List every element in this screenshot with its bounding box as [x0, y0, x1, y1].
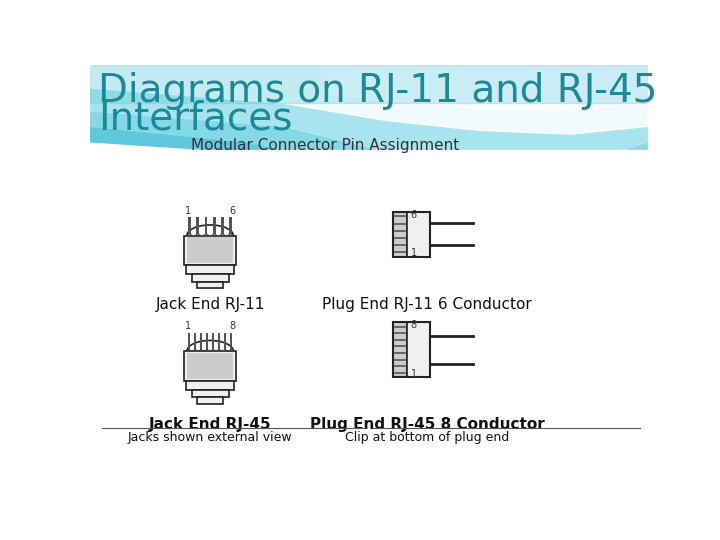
Bar: [197, 282, 223, 288]
Bar: [212, 333, 214, 350]
Text: 6: 6: [411, 210, 417, 220]
Text: 8: 8: [411, 320, 417, 330]
Bar: [204, 217, 207, 234]
Bar: [184, 351, 236, 381]
Text: Modular Connector Pin Assignment: Modular Connector Pin Assignment: [191, 138, 459, 153]
Bar: [186, 265, 234, 274]
Bar: [407, 212, 431, 256]
Bar: [192, 274, 229, 282]
Text: Clip at bottom of plug end: Clip at bottom of plug end: [345, 430, 509, 443]
Bar: [224, 333, 226, 350]
Text: 1: 1: [411, 248, 417, 259]
Bar: [184, 236, 236, 265]
Bar: [194, 333, 196, 350]
Text: Plug End RJ-45 8 Conductor: Plug End RJ-45 8 Conductor: [310, 417, 544, 431]
Polygon shape: [90, 65, 648, 195]
Bar: [229, 217, 232, 234]
Bar: [197, 397, 223, 403]
Bar: [197, 217, 199, 234]
Text: Interfaces: Interfaces: [98, 99, 292, 138]
Text: 1: 1: [184, 321, 191, 331]
Bar: [206, 333, 208, 350]
Bar: [393, 212, 431, 256]
Bar: [213, 217, 216, 234]
Bar: [230, 333, 232, 350]
Bar: [186, 381, 234, 390]
Bar: [200, 333, 202, 350]
Polygon shape: [90, 65, 648, 103]
Bar: [188, 217, 191, 234]
Bar: [187, 237, 233, 264]
Text: Diagrams on RJ-11 and RJ-45: Diagrams on RJ-11 and RJ-45: [98, 72, 657, 111]
Bar: [218, 333, 220, 350]
Bar: [393, 212, 407, 256]
Bar: [221, 217, 224, 234]
Bar: [393, 322, 431, 377]
Polygon shape: [323, 65, 648, 111]
Text: Plug End RJ-11 6 Conductor: Plug End RJ-11 6 Conductor: [323, 298, 532, 312]
Text: Jacks shown external view: Jacks shown external view: [128, 430, 292, 443]
Bar: [407, 322, 431, 377]
Text: 6: 6: [230, 206, 235, 215]
Text: Jack End RJ-45: Jack End RJ-45: [149, 417, 271, 431]
Text: 1: 1: [411, 369, 417, 379]
Bar: [192, 390, 229, 397]
Text: 8: 8: [230, 321, 235, 331]
Bar: [188, 333, 190, 350]
Bar: [393, 322, 407, 377]
Polygon shape: [90, 65, 648, 219]
Text: 1: 1: [184, 206, 191, 215]
Bar: [187, 353, 233, 379]
Text: Jack End RJ-11: Jack End RJ-11: [156, 298, 265, 312]
Polygon shape: [90, 65, 648, 173]
Polygon shape: [90, 150, 648, 481]
Polygon shape: [90, 65, 648, 134]
